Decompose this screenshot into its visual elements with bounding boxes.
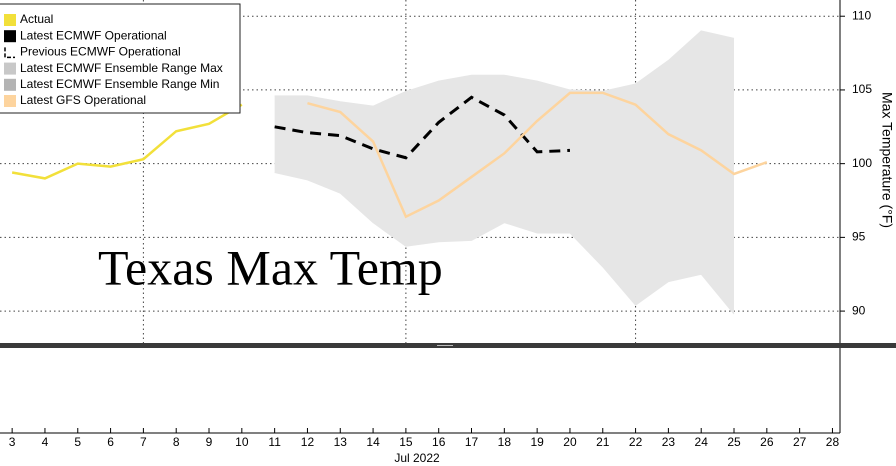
x-tick-label: 8: [173, 435, 180, 449]
legend-swatch: [4, 14, 16, 26]
legend-swatch: [4, 62, 16, 75]
x-tick-label: 5: [74, 435, 81, 449]
x-tick-label: 20: [563, 435, 577, 449]
y-tick-label: 100: [852, 156, 872, 170]
ensemble-band-fill: [274, 30, 735, 315]
y-axis-label: Max Temperature (°F): [879, 92, 895, 228]
legend-label: Actual: [20, 12, 53, 26]
x-tick-label: 23: [662, 435, 676, 449]
x-tick-label: 21: [596, 435, 610, 449]
legend-label: Latest ECMWF Ensemble Range Max: [20, 61, 223, 75]
x-tick-label: 26: [760, 435, 774, 449]
y-tick-label: 95: [852, 230, 866, 244]
legend-swatch: [4, 30, 16, 43]
legend: Actual Latest ECMWF Operational Previous E…: [0, 3, 241, 114]
x-tick-label: 25: [727, 435, 741, 449]
x-tick-label: 27: [793, 435, 807, 449]
x-tick-label: 24: [695, 435, 709, 449]
x-tick-label: 9: [206, 435, 213, 449]
x-tick-label: 11: [268, 435, 281, 449]
legend-label: Previous ECMWF Operational: [20, 45, 181, 59]
legend-swatch: [4, 47, 15, 59]
x-tick-label: 13: [334, 435, 348, 449]
x-tick-label: 4: [42, 435, 49, 449]
y-tick-label: 90: [852, 303, 866, 317]
x-tick-label: 18: [498, 435, 512, 449]
x-tick-label: 28: [826, 435, 840, 449]
series-line: [307, 91, 768, 219]
y-tick-label: 105: [852, 82, 872, 96]
series-line: [274, 172, 735, 315]
x-axis-label: Jul 2022: [394, 451, 440, 465]
chart-title: Texas Max Temp: [98, 239, 443, 295]
legend-swatch: [4, 95, 16, 107]
x-tick-label: 14: [366, 435, 380, 449]
x-tick-label: 12: [301, 435, 315, 449]
series-line: [274, 30, 735, 107]
legend-box: [0, 3, 241, 114]
x-tick-label: 19: [530, 435, 544, 449]
x-tick-label: 15: [399, 435, 413, 449]
x-tick-label: 3: [9, 435, 16, 449]
x-tick-label: 16: [432, 435, 446, 449]
y-tick-label: 110: [852, 8, 871, 22]
legend-label: Latest ECMWF Operational: [20, 28, 167, 42]
legend-label: Latest ECMWF Ensemble Range Min: [20, 77, 219, 91]
legend-label: Latest GFS Operational: [20, 93, 146, 107]
x-tick-label: 6: [107, 435, 114, 449]
x-tick-label: 10: [235, 435, 249, 449]
x-tick-label: 17: [465, 435, 479, 449]
x-tick-label: 22: [629, 435, 643, 449]
legend-swatch: [4, 78, 16, 91]
series-line: [11, 103, 243, 180]
x-tick-label: 7: [140, 435, 147, 449]
